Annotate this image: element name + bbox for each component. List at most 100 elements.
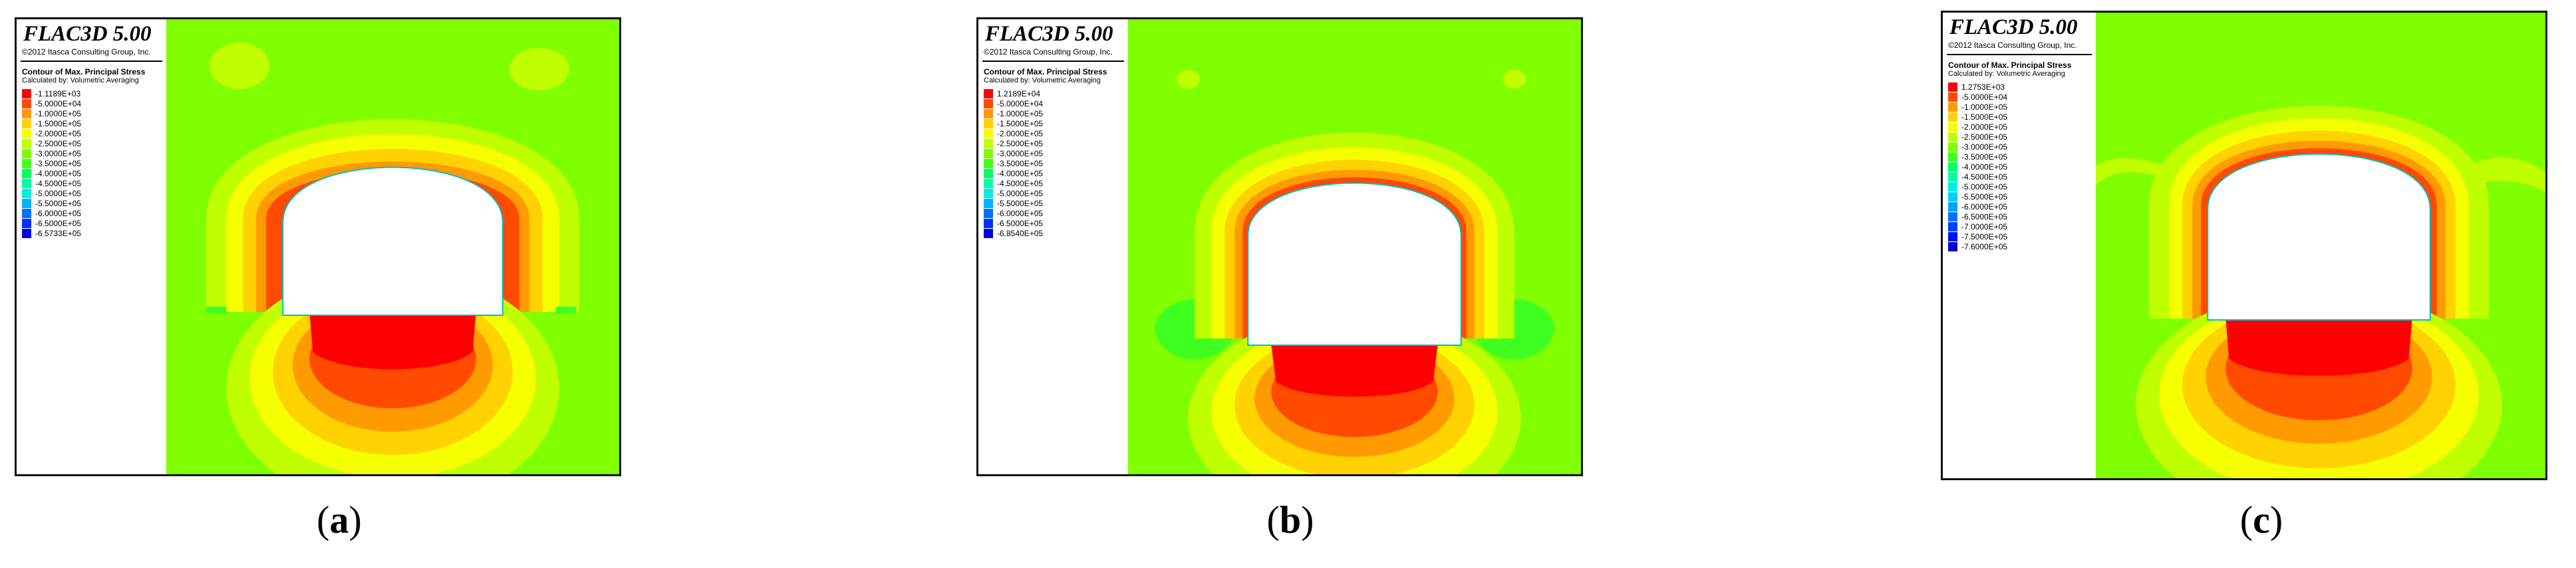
- legend-value-label: -4.5000E+05: [1961, 172, 2008, 182]
- legend-value-label: -6.5000E+05: [35, 218, 82, 228]
- legend-swatch: [22, 228, 31, 238]
- legend-swatch: [984, 108, 993, 118]
- legend-entry: -4.5000E+05: [984, 178, 1043, 188]
- stress-plot-a: [166, 19, 619, 474]
- legend-entry: -3.5000E+05: [22, 158, 81, 168]
- legend-entry: -5.0000E+05: [984, 188, 1043, 198]
- legend-swatch: [984, 218, 993, 228]
- legend-swatch: [984, 188, 993, 198]
- legend-value-label: -4.5000E+05: [997, 178, 1044, 188]
- legend-swatch: [1948, 192, 1957, 202]
- panel-a: FLAC3D 5.00 ©2012 Itasca Consulting Grou…: [0, 0, 665, 568]
- caption-c: (c): [2195, 497, 2328, 542]
- legend-value-label: -6.0000E+05: [997, 208, 1044, 218]
- legend-entry: -3.5000E+05: [984, 158, 1043, 168]
- legend-entry: 1.2753E+03: [1948, 82, 2005, 92]
- legend-value-label: -5.0000E+05: [997, 188, 1044, 198]
- legend-swatch: [22, 188, 31, 198]
- legend-swatch: [1948, 172, 1957, 182]
- legend-value-label: -5.0000E+05: [1961, 182, 2008, 192]
- legend-swatch: [1948, 92, 1957, 102]
- legend-entry: -4.5000E+05: [22, 178, 81, 188]
- legend-entry: -4.0000E+05: [1948, 162, 2007, 172]
- legend-entry: -2.0000E+05: [22, 128, 81, 138]
- legend-entry: -4.0000E+05: [984, 168, 1043, 178]
- legend-swatch: [22, 118, 31, 128]
- legend-value-label: -5.5000E+05: [997, 198, 1044, 208]
- legend-copyright: ©2012 Itasca Consulting Group, Inc.: [22, 47, 151, 57]
- legend-swatch: [1948, 221, 1957, 231]
- panel-c: FLAC3D 5.00 ©2012 Itasca Consulting Grou…: [1916, 0, 2576, 568]
- legend-divider: [21, 61, 162, 62]
- legend-entry: -3.0000E+05: [1948, 142, 2007, 152]
- legend-entry: -3.5000E+05: [1948, 152, 2007, 162]
- legend-contour-title: Contour of Max. Principal Stress: [984, 67, 1107, 76]
- legend-value-label: -5.5000E+05: [35, 198, 82, 208]
- legend-entry: -7.6000E+05: [1948, 241, 2007, 251]
- legend-value-label: -5.0000E+05: [35, 188, 82, 198]
- legend-entry: -6.5000E+05: [22, 218, 81, 228]
- legend-entry: -7.0000E+05: [1948, 221, 2007, 231]
- legend-swatch: [22, 88, 31, 98]
- legend-value-label: -6.5733E+05: [35, 228, 82, 238]
- legend-value-label: -4.0000E+05: [997, 168, 1044, 178]
- contour-frame-b: FLAC3D 5.00 ©2012 Itasca Consulting Grou…: [976, 17, 1583, 476]
- legend-swatch: [984, 98, 993, 108]
- legend-entry: -2.5000E+05: [22, 138, 81, 148]
- legend-value-label: -5.0000E+04: [1961, 92, 2008, 102]
- legend-calc-note: Calculated by: Volumetric Averaging: [1948, 70, 2065, 78]
- legend-entry: -6.5000E+05: [1948, 212, 2007, 221]
- contour-frame-a: FLAC3D 5.00 ©2012 Itasca Consulting Grou…: [15, 17, 621, 476]
- legend-swatch: [984, 148, 993, 158]
- legend-entry: -5.0000E+04: [984, 98, 1043, 108]
- legend-value-label: -7.6000E+05: [1961, 241, 2008, 251]
- legend-entry: -5.0000E+05: [1948, 182, 2007, 192]
- legend-entry: -5.5000E+05: [984, 198, 1043, 208]
- caption-letter: c: [2253, 498, 2270, 541]
- legend-swatch: [22, 218, 31, 228]
- legend-swatch: [984, 158, 993, 168]
- legend-value-label: -1.5000E+05: [997, 118, 1044, 128]
- legend-entry: -3.0000E+05: [22, 148, 81, 158]
- legend-value-label: -7.5000E+05: [1961, 231, 2008, 241]
- legend-c: FLAC3D 5.00 ©2012 Itasca Consulting Grou…: [1943, 13, 2098, 478]
- legend-value-label: -2.0000E+05: [997, 128, 1044, 138]
- legend-entry: -6.8540E+05: [984, 228, 1043, 238]
- legend-swatch: [984, 198, 993, 208]
- stress-contour-c: [2096, 13, 2545, 478]
- caption-b: (b): [1224, 497, 1357, 542]
- legend-swatch: [1948, 182, 1957, 192]
- legend-value-label: -3.5000E+05: [997, 158, 1044, 168]
- legend-value-label: -1.0000E+05: [997, 108, 1044, 118]
- stress-contour-a: [206, 43, 579, 474]
- caption-a: (a): [273, 497, 406, 542]
- legend-entry: -2.5000E+05: [1948, 132, 2007, 142]
- legend-entry: -6.0000E+05: [22, 208, 81, 218]
- legend-entry: -1.0000E+05: [22, 108, 81, 118]
- legend-title: FLAC3D 5.00: [23, 22, 152, 46]
- caption-open: (: [1266, 498, 1280, 541]
- legend-swatch: [984, 118, 993, 128]
- legend-swatch: [22, 138, 31, 148]
- legend-value-label: -1.0000E+05: [35, 108, 82, 118]
- legend-value-label: -2.0000E+05: [35, 128, 82, 138]
- legend-entry: -3.0000E+05: [984, 148, 1043, 158]
- legend-swatch: [22, 108, 31, 118]
- legend-value-label: -3.0000E+05: [997, 148, 1044, 158]
- legend-swatch: [984, 228, 993, 238]
- legend-swatch: [1948, 152, 1957, 162]
- legend-swatch: [1948, 112, 1957, 122]
- legend-b: FLAC3D 5.00 ©2012 Itasca Consulting Grou…: [978, 19, 1130, 474]
- legend-swatch: [1948, 202, 1957, 212]
- legend-value-label: -6.0000E+05: [35, 208, 82, 218]
- legend-entry: -2.0000E+05: [984, 128, 1043, 138]
- legend-entry: -6.0000E+05: [1948, 202, 2007, 212]
- legend-value-label: -5.0000E+04: [997, 98, 1044, 108]
- legend-contour-title: Contour of Max. Principal Stress: [22, 67, 146, 76]
- legend-entry: -4.5000E+05: [1948, 172, 2007, 182]
- legend-value-label: -3.0000E+05: [1961, 142, 2008, 152]
- legend-value-label: -1.0000E+05: [1961, 102, 2008, 112]
- caption-open: (: [317, 498, 330, 541]
- legend-value-label: -7.0000E+05: [1961, 221, 2008, 231]
- legend-entry: -7.5000E+05: [1948, 231, 2007, 241]
